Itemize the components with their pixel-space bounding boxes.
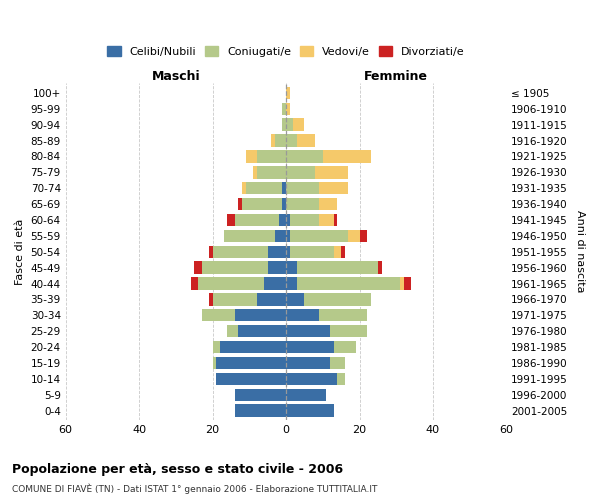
- Bar: [242, 182, 245, 194]
- Bar: [286, 230, 290, 242]
- Bar: [235, 404, 286, 417]
- Bar: [286, 198, 319, 210]
- Bar: [334, 341, 356, 353]
- Bar: [286, 102, 290, 115]
- Bar: [330, 357, 345, 369]
- Bar: [245, 182, 283, 194]
- Bar: [235, 309, 286, 322]
- Bar: [286, 357, 330, 369]
- Bar: [271, 134, 275, 146]
- Bar: [268, 246, 286, 258]
- Bar: [290, 246, 334, 258]
- Bar: [286, 246, 290, 258]
- Bar: [297, 262, 378, 274]
- Bar: [319, 214, 334, 226]
- Bar: [283, 118, 286, 131]
- Bar: [242, 198, 283, 210]
- Bar: [279, 214, 286, 226]
- Bar: [257, 166, 286, 178]
- Bar: [216, 372, 286, 385]
- Bar: [323, 150, 371, 162]
- Bar: [209, 246, 212, 258]
- Bar: [227, 325, 238, 338]
- Bar: [297, 278, 400, 289]
- Bar: [286, 293, 304, 306]
- Y-axis label: Fasce di età: Fasce di età: [15, 218, 25, 285]
- Bar: [400, 278, 404, 289]
- Bar: [286, 166, 316, 178]
- Bar: [264, 278, 286, 289]
- Bar: [257, 293, 286, 306]
- Bar: [286, 214, 290, 226]
- Bar: [268, 262, 286, 274]
- Bar: [319, 182, 349, 194]
- Bar: [286, 372, 337, 385]
- Bar: [349, 230, 359, 242]
- Bar: [202, 309, 235, 322]
- Bar: [286, 325, 330, 338]
- Bar: [194, 262, 202, 274]
- Bar: [286, 86, 290, 99]
- Bar: [202, 262, 268, 274]
- Y-axis label: Anni di nascita: Anni di nascita: [575, 210, 585, 293]
- Bar: [235, 214, 279, 226]
- Bar: [227, 214, 235, 226]
- Bar: [316, 166, 349, 178]
- Bar: [286, 262, 297, 274]
- Bar: [238, 198, 242, 210]
- Bar: [257, 150, 286, 162]
- Bar: [286, 134, 297, 146]
- Bar: [319, 198, 337, 210]
- Bar: [212, 357, 216, 369]
- Bar: [359, 230, 367, 242]
- Bar: [334, 214, 337, 226]
- Bar: [286, 278, 297, 289]
- Bar: [319, 309, 367, 322]
- Bar: [330, 325, 367, 338]
- Bar: [286, 388, 326, 401]
- Bar: [275, 134, 286, 146]
- Bar: [304, 293, 371, 306]
- Bar: [283, 102, 286, 115]
- Bar: [378, 262, 382, 274]
- Bar: [238, 325, 286, 338]
- Bar: [198, 278, 264, 289]
- Bar: [212, 246, 268, 258]
- Bar: [341, 246, 345, 258]
- Bar: [212, 341, 220, 353]
- Bar: [286, 309, 319, 322]
- Text: Femmine: Femmine: [364, 70, 428, 82]
- Bar: [286, 118, 293, 131]
- Bar: [191, 278, 198, 289]
- Legend: Celibi/Nubili, Coniugati/e, Vedovi/e, Divorziati/e: Celibi/Nubili, Coniugati/e, Vedovi/e, Di…: [103, 42, 469, 62]
- Bar: [404, 278, 411, 289]
- Bar: [253, 166, 257, 178]
- Bar: [293, 118, 304, 131]
- Bar: [290, 214, 319, 226]
- Bar: [216, 357, 286, 369]
- Bar: [286, 404, 334, 417]
- Bar: [283, 198, 286, 210]
- Bar: [235, 388, 286, 401]
- Bar: [275, 230, 286, 242]
- Bar: [220, 341, 286, 353]
- Text: COMUNE DI FIAVÈ (TN) - Dati ISTAT 1° gennaio 2006 - Elaborazione TUTTITALIA.IT: COMUNE DI FIAVÈ (TN) - Dati ISTAT 1° gen…: [12, 484, 377, 494]
- Bar: [212, 293, 257, 306]
- Text: Maschi: Maschi: [152, 70, 200, 82]
- Bar: [297, 134, 316, 146]
- Bar: [286, 341, 334, 353]
- Bar: [283, 182, 286, 194]
- Bar: [209, 293, 212, 306]
- Bar: [334, 246, 341, 258]
- Bar: [337, 372, 345, 385]
- Bar: [286, 182, 319, 194]
- Bar: [245, 150, 257, 162]
- Bar: [286, 150, 323, 162]
- Bar: [224, 230, 275, 242]
- Text: Popolazione per età, sesso e stato civile - 2006: Popolazione per età, sesso e stato civil…: [12, 462, 343, 475]
- Bar: [290, 230, 349, 242]
